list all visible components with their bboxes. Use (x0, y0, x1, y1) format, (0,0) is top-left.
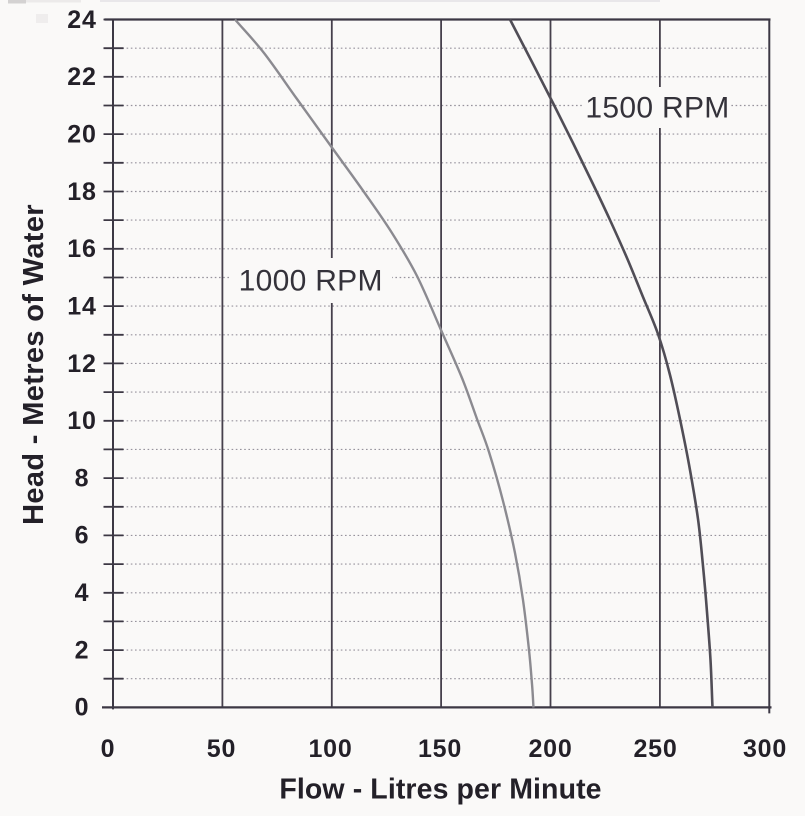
svg-text:1500 RPM: 1500 RPM (585, 92, 729, 125)
svg-text:300: 300 (743, 735, 787, 763)
svg-text:8: 8 (75, 464, 90, 492)
svg-text:250: 250 (633, 735, 677, 763)
svg-text:Head - Metres of Water: Head - Metres of Water (18, 204, 50, 525)
svg-text:20: 20 (67, 120, 96, 148)
svg-text:100: 100 (308, 735, 352, 763)
svg-text:18: 18 (67, 178, 96, 206)
svg-text:0: 0 (75, 694, 90, 722)
svg-text:0: 0 (101, 735, 116, 763)
svg-text:22: 22 (67, 63, 96, 91)
svg-text:4: 4 (75, 579, 90, 607)
svg-text:200: 200 (528, 735, 572, 763)
svg-text:150: 150 (418, 735, 462, 763)
svg-text:14: 14 (67, 292, 96, 320)
svg-text:10: 10 (67, 407, 96, 435)
svg-text:2: 2 (75, 636, 90, 664)
svg-text:1000 RPM: 1000 RPM (239, 265, 383, 298)
svg-text:24: 24 (67, 6, 96, 34)
svg-text:Flow - Litres per Minute: Flow - Litres per Minute (279, 774, 601, 806)
svg-text:6: 6 (75, 522, 90, 550)
svg-text:12: 12 (67, 350, 96, 378)
svg-text:50: 50 (207, 735, 236, 763)
svg-text:16: 16 (67, 235, 96, 263)
